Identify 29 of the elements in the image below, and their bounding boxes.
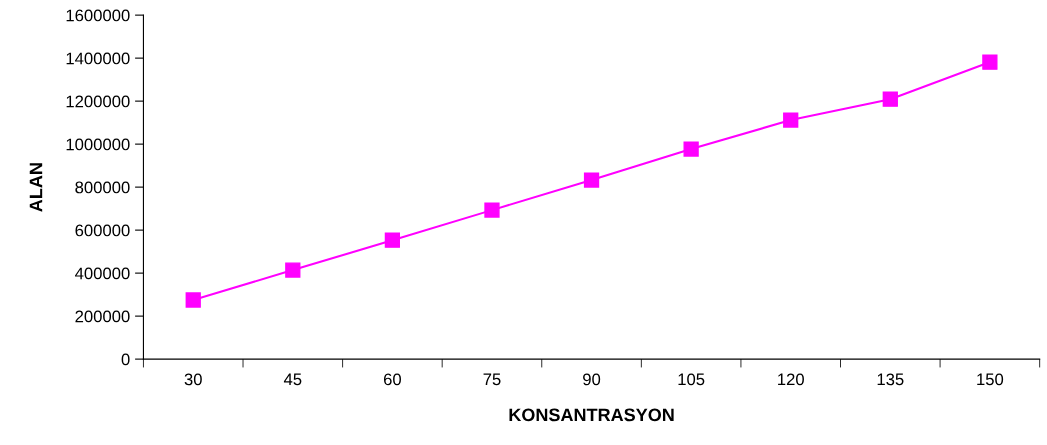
point	[783, 112, 799, 128]
x-axis-title: KONSANTRASYON	[509, 408, 674, 422]
point	[484, 202, 500, 218]
y-tick-label: 200000	[75, 310, 130, 323]
point	[185, 292, 201, 308]
y-tick-label: 1400000	[66, 52, 130, 65]
x-tick-label: 75	[483, 373, 501, 386]
point	[583, 172, 600, 188]
x-tick-label: 60	[383, 373, 402, 386]
y-tick-label: 800000	[75, 181, 130, 194]
point	[384, 232, 401, 248]
y-axis-title: ALAN	[29, 163, 43, 212]
y-tick-label: 400000	[75, 267, 130, 280]
y-tick-label: 600000	[75, 224, 130, 237]
point	[285, 262, 301, 278]
point	[882, 91, 898, 107]
y-tick-label: 1000000	[66, 138, 130, 151]
y-tick-label: 0	[121, 353, 130, 366]
point	[683, 141, 699, 157]
y-tick-label: 1200000	[66, 95, 130, 108]
x-tick-label: 90	[583, 373, 601, 386]
x-tick-label: 45	[283, 373, 302, 386]
x-tick-label: 30	[184, 373, 202, 386]
x-tick-label: 120	[778, 373, 804, 386]
x-tick-label: 135	[877, 373, 904, 386]
y-tick-label: 1600000	[66, 9, 130, 22]
point	[982, 54, 998, 70]
x-tick-label: 105	[678, 373, 705, 386]
x-tick-label: 150	[977, 373, 1004, 386]
